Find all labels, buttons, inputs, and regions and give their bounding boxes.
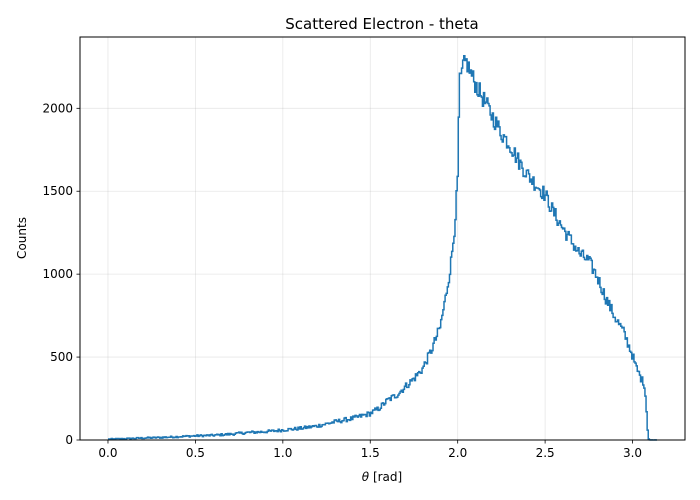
x-tick-label: 0.5	[186, 446, 205, 460]
x-axis-label: θ [rad]	[362, 470, 402, 484]
x-axis-symbol: θ	[362, 470, 370, 484]
y-axis-ticks: 0 500 1000 1500 2000	[42, 101, 80, 447]
x-tick-label: 2.5	[536, 446, 555, 460]
chart-title: Scattered Electron - theta	[285, 15, 478, 33]
x-tick-label: 3.0	[623, 446, 642, 460]
y-tick-label: 2000	[42, 101, 73, 115]
y-tick-label: 1000	[42, 267, 73, 281]
y-tick-label: 500	[50, 350, 73, 364]
y-tick-label: 0	[65, 433, 73, 447]
y-tick-label: 1500	[42, 184, 73, 198]
plot-area-background	[80, 37, 685, 440]
x-axis-unit: [rad]	[369, 470, 402, 484]
x-tick-label: 1.0	[273, 446, 292, 460]
histogram-step-line	[107, 55, 658, 441]
x-tick-label: 0.0	[98, 446, 117, 460]
x-tick-label: 2.0	[448, 446, 467, 460]
x-tick-label: 1.5	[361, 446, 380, 460]
x-axis-ticks: 0.0 0.5 1.0 1.5 2.0 2.5 3.0	[98, 440, 642, 460]
plot-frame	[79, 36, 686, 441]
y-axis-label: Counts	[15, 217, 29, 259]
